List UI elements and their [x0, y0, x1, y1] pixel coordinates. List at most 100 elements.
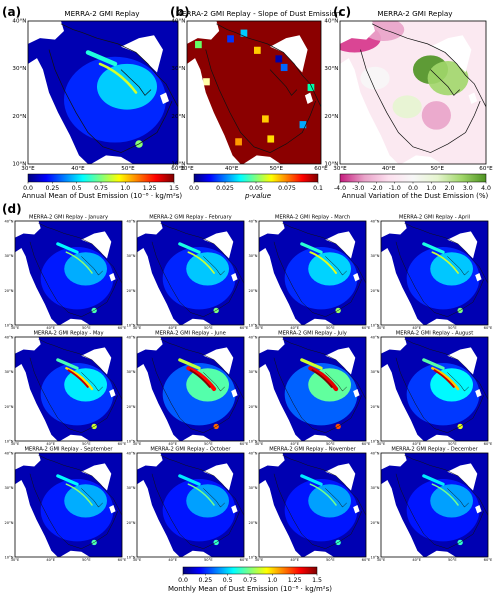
- lat-tick-label: 40°N: [248, 336, 257, 340]
- lat-tick-label: 40°N: [4, 336, 13, 340]
- lat-tick-label: 10°N: [126, 440, 135, 444]
- lon-tick-label: 40°E: [46, 326, 55, 330]
- lat-tick-label: 30°N: [171, 66, 185, 72]
- lon-tick-label: 40°E: [412, 442, 421, 446]
- cbar-tick-label: 0.075: [278, 185, 296, 192]
- lon-tick-label: 40°E: [168, 326, 177, 330]
- lon-tick-label: 40°E: [412, 326, 421, 330]
- lon-tick-label: 40°E: [290, 558, 299, 562]
- cbar-tick-label: 0.0: [178, 577, 188, 584]
- lat-tick-label: 30°N: [248, 486, 257, 490]
- lat-tick-label: 20°N: [126, 289, 135, 293]
- lat-tick-label: 30°N: [126, 486, 135, 490]
- lon-tick-label: 50°E: [326, 558, 335, 562]
- cbar-tick-label: -1.0: [389, 185, 401, 192]
- lat-tick-label: 30°N: [12, 66, 26, 72]
- lat-tick-label: 20°N: [126, 405, 135, 409]
- lon-tick-label: 40°E: [412, 558, 421, 562]
- cbar-tick-label: 0.5: [223, 577, 233, 584]
- cbar-tick-label: 0.1: [313, 185, 323, 192]
- lat-tick-label: 40°N: [12, 19, 26, 25]
- monthly-map-title: MERRA-2 GMI Replay - August: [396, 331, 474, 337]
- cbar-a: 0.0 0.25 0.5 0.75 1.0 1.25 1.5: [23, 173, 179, 192]
- map-annual-mean: 30°E 40°E 50°E 60°E 40°N 30°N 20°N 10°N: [12, 19, 185, 173]
- lon-tick-label: 50°E: [326, 442, 335, 446]
- lon-tick-label: 40°E: [71, 166, 85, 172]
- lat-tick-label: 30°N: [126, 370, 135, 374]
- lon-tick-label: 30°E: [180, 166, 194, 172]
- lat-tick-label: 20°N: [4, 405, 13, 409]
- panel-c-title: MERRA-2 GMI Replay: [377, 9, 453, 18]
- lon-tick-label: 30°E: [255, 326, 264, 330]
- lat-tick-label: 10°N: [12, 162, 26, 168]
- lon-tick-label: 50°E: [204, 442, 213, 446]
- lon-tick-label: 40°E: [290, 442, 299, 446]
- cbar-tick-label: 1.0: [426, 185, 436, 192]
- lat-tick-label: 20°N: [126, 521, 135, 525]
- cbar-b-label: p-value: [244, 192, 271, 200]
- lon-tick-label: 60°E: [484, 442, 493, 446]
- lat-tick-label: 10°N: [126, 556, 135, 560]
- lat-tick-label: 10°N: [126, 324, 135, 328]
- lon-tick-label: 50°E: [82, 326, 91, 330]
- cbar-d: 0.0 0.25 0.5 0.75 1.0 1.25 1.5: [178, 566, 322, 584]
- lat-tick-label: 20°N: [370, 521, 379, 525]
- cbar-tick-label: 1.0: [267, 577, 277, 584]
- lat-tick-label: 40°N: [370, 452, 379, 456]
- lon-tick-label: 30°E: [255, 442, 264, 446]
- lon-tick-label: 30°E: [377, 442, 386, 446]
- lat-tick-label: 30°N: [4, 254, 13, 258]
- lon-tick-label: 50°E: [448, 442, 457, 446]
- lat-tick-label: 10°N: [4, 324, 13, 328]
- lat-tick-label: 10°N: [370, 556, 379, 560]
- monthly-map-title: MERRA-2 GMI Replay - January: [29, 215, 108, 221]
- map-monthly: 30°E 40°E 50°E 60°E 40°N 30°N 20°N 10°N MERRA-2 …: [248, 447, 371, 563]
- cbar-b: 0.0 0.025 0.05 0.075 0.1: [189, 173, 323, 192]
- lat-tick-label: 40°N: [370, 220, 379, 224]
- lon-tick-label: 60°E: [484, 558, 493, 562]
- lon-tick-label: 30°E: [255, 558, 264, 562]
- lon-tick-label: 30°E: [11, 326, 20, 330]
- lon-tick-label: 50°E: [270, 166, 284, 172]
- lon-tick-label: 60°E: [484, 326, 493, 330]
- lon-tick-label: 30°E: [11, 558, 20, 562]
- lon-tick-label: 40°E: [225, 166, 239, 172]
- lat-tick-label: 40°N: [4, 220, 13, 224]
- lat-tick-label: 20°N: [171, 114, 185, 120]
- cbar-tick-label: 0.0: [23, 185, 33, 192]
- lat-tick-label: 10°N: [370, 440, 379, 444]
- lat-tick-label: 20°N: [248, 289, 257, 293]
- lat-tick-label: 10°N: [370, 324, 379, 328]
- lon-tick-label: 60°E: [314, 166, 328, 172]
- cbar-tick-label: 0.0: [408, 185, 418, 192]
- monthly-map-title: MERRA-2 GMI Replay - February: [149, 215, 231, 221]
- lon-tick-label: 50°E: [121, 166, 135, 172]
- lon-tick-label: 30°E: [133, 558, 142, 562]
- cbar-tick-label: 4.0: [481, 185, 491, 192]
- lat-tick-label: 40°N: [324, 19, 338, 25]
- cbar-tick-label: 0.5: [72, 185, 82, 192]
- monthly-map-title: MERRA-2 GMI Replay - June: [155, 331, 226, 337]
- map-monthly: 30°E 40°E 50°E 60°E 40°N 30°N 20°N 10°N MERRA-2 …: [248, 331, 371, 447]
- lat-tick-label: 30°N: [4, 486, 13, 490]
- cbar-tick-label: 0.25: [45, 185, 59, 192]
- lat-tick-label: 40°N: [248, 220, 257, 224]
- cbar-tick-label: 0.25: [198, 577, 212, 584]
- lat-tick-label: 40°N: [248, 452, 257, 456]
- lon-tick-label: 60°E: [362, 442, 371, 446]
- monthly-map-title: MERRA-2 GMI Replay - May: [33, 331, 103, 337]
- cbar-tick-label: -2.0: [370, 185, 382, 192]
- cbar-tick-label: 0.05: [249, 185, 263, 192]
- map-monthly: 30°E 40°E 50°E 60°E 40°N 30°N 20°N 10°N MERRA-2 …: [126, 447, 249, 563]
- lat-tick-label: 20°N: [4, 289, 13, 293]
- lon-tick-label: 50°E: [204, 326, 213, 330]
- monthly-map-title: MERRA-2 GMI Replay - October: [150, 447, 231, 453]
- cbar-a-label: Annual Mean of Dust Emission (10⁻⁸ · kg/…: [22, 192, 183, 200]
- lon-tick-label: 60°E: [171, 166, 185, 172]
- lon-tick-label: 30°E: [21, 166, 35, 172]
- monthly-map-title: MERRA-2 GMI Replay - September: [24, 447, 113, 453]
- lat-tick-label: 30°N: [370, 370, 379, 374]
- lon-tick-label: 50°E: [448, 326, 457, 330]
- lon-tick-label: 50°E: [82, 442, 91, 446]
- lon-tick-label: 60°E: [118, 558, 127, 562]
